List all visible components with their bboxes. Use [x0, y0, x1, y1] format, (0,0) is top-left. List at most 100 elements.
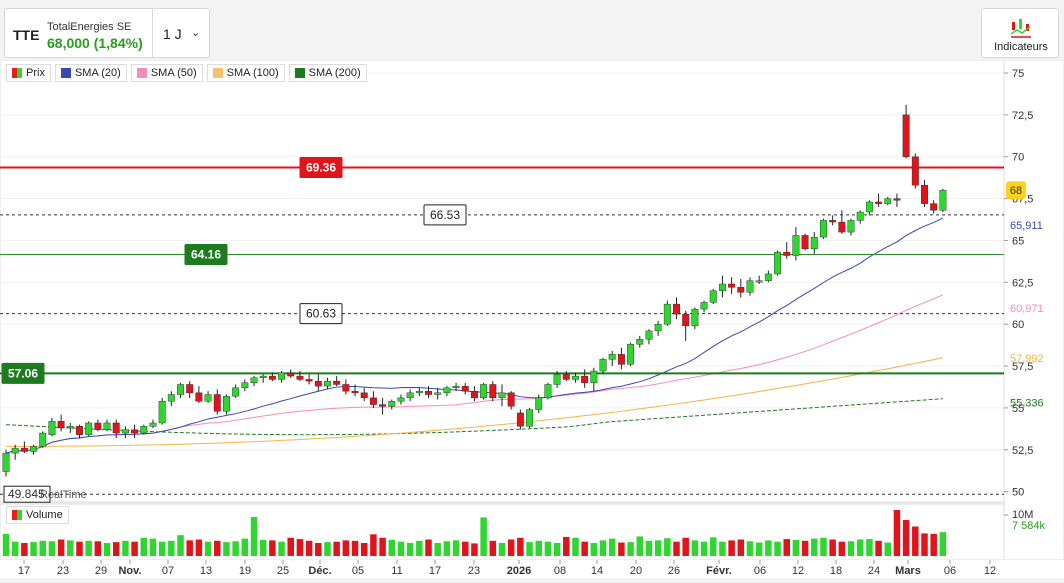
level-badge-49-text: 49.845	[8, 487, 45, 501]
volume-bar	[452, 540, 460, 556]
volume-bar	[241, 538, 249, 556]
x-tick-label: 07	[162, 565, 174, 577]
volume-bar	[39, 540, 46, 556]
candle	[627, 344, 635, 365]
volume-bar	[67, 540, 74, 556]
volume-bar	[765, 540, 772, 556]
indicators-label: Indicateurs	[994, 41, 1048, 53]
volume-bar	[535, 540, 542, 556]
period-selector[interactable]: 1 J ⌄	[152, 8, 210, 58]
volume-bar	[186, 540, 193, 556]
level-badge-69	[299, 156, 343, 178]
y-tick-label: 55	[1012, 403, 1024, 415]
x-tick-label: Nov.	[118, 565, 141, 577]
candle	[581, 375, 589, 383]
company-name: TotalEnergies SE	[47, 21, 132, 33]
candle	[921, 185, 928, 204]
legend-item-1[interactable]: SMA (20)	[54, 64, 127, 82]
indicators-button[interactable]: Indicateurs	[981, 8, 1059, 58]
candle	[30, 446, 38, 452]
volume-bar	[572, 537, 579, 556]
volume-bar	[480, 517, 487, 556]
candle	[562, 374, 570, 380]
legend-item-2[interactable]: SMA (50)	[130, 64, 203, 82]
candle	[645, 330, 653, 340]
candle	[66, 426, 74, 429]
candle	[397, 397, 405, 402]
candle	[489, 384, 497, 399]
volume-bar	[893, 510, 901, 556]
candle	[48, 421, 56, 435]
candle	[177, 384, 184, 395]
legend-swatch	[294, 68, 305, 78]
candle	[774, 251, 781, 275]
legend-item-volume[interactable]: Volume	[6, 506, 69, 524]
y-tick-label: 70	[1012, 152, 1024, 164]
stock-chart[interactable]: 75 72,5 70 67,5 65 62,5 60 57,5 55 52,5 50 10M 17 23 2…	[0, 59, 1064, 578]
y-tick-label: 52,5	[1012, 445, 1033, 457]
x-tick-label: 12	[984, 565, 996, 577]
volume-bar	[416, 540, 423, 556]
legend-item-4[interactable]: SMA (200)	[288, 64, 367, 82]
candle	[76, 426, 83, 435]
volume-bar	[462, 541, 469, 556]
volume-bar	[351, 540, 359, 556]
candle	[470, 390, 478, 399]
volume-bar	[30, 542, 37, 556]
candle	[544, 384, 552, 399]
candle	[140, 426, 148, 434]
x-tick-label: 12	[792, 565, 804, 577]
y-tick-label: 57,5	[1012, 361, 1033, 373]
x-tick-label: 08	[554, 565, 566, 577]
volume-bar	[645, 540, 653, 556]
symbol-selector[interactable]: TTE TotalEnergies SE 68,000 (1,84%)	[4, 8, 152, 58]
candle	[535, 397, 543, 410]
volume-bar	[902, 519, 910, 556]
volume-bar	[728, 540, 735, 556]
y-tick-label: 60	[1012, 319, 1024, 331]
level-badge-60-text: 60.63	[306, 307, 336, 321]
volume-bar	[204, 541, 212, 556]
ticker-symbol: TTE	[13, 27, 40, 43]
candle	[149, 422, 157, 427]
volume-bar	[232, 541, 239, 556]
volume-bar	[140, 537, 148, 556]
price-badge-text: 68	[1010, 185, 1022, 197]
volume-bar	[654, 540, 662, 556]
candle	[755, 280, 763, 283]
legend-item-3[interactable]: SMA (100)	[206, 64, 285, 82]
candle	[296, 375, 304, 380]
legend-item-0[interactable]: Prix	[6, 64, 51, 82]
volume-bar	[847, 541, 855, 556]
legend-swatch	[136, 68, 147, 78]
legend-swatch	[12, 68, 22, 78]
x-tick-label: 17	[18, 565, 30, 577]
volume-bar	[673, 541, 680, 556]
volume-bar	[783, 539, 790, 556]
x-tick-label: 23	[57, 565, 69, 577]
candle	[112, 422, 120, 434]
volume-bar	[921, 533, 928, 556]
volume-bar	[544, 541, 552, 556]
candle	[131, 429, 139, 434]
volume-bar	[2, 533, 10, 556]
candle	[167, 394, 175, 402]
candle	[2, 452, 10, 472]
volume-bar	[131, 541, 138, 556]
volume-bar	[563, 536, 570, 556]
candle	[250, 377, 258, 383]
legend-label: SMA (50)	[150, 67, 197, 79]
x-tick-label: 05	[352, 565, 364, 577]
volume-bar	[259, 539, 267, 556]
indicators-icon	[1010, 19, 1031, 38]
candle	[425, 390, 432, 395]
volume-bar	[875, 540, 882, 556]
volume-bar	[838, 541, 846, 556]
x-tick-label: 17	[429, 565, 441, 577]
legend-label: SMA (100)	[226, 67, 279, 79]
candle	[57, 421, 65, 429]
volume-bar	[214, 540, 221, 556]
y-axis-pane	[1003, 59, 1064, 561]
volume-bar	[305, 540, 313, 556]
